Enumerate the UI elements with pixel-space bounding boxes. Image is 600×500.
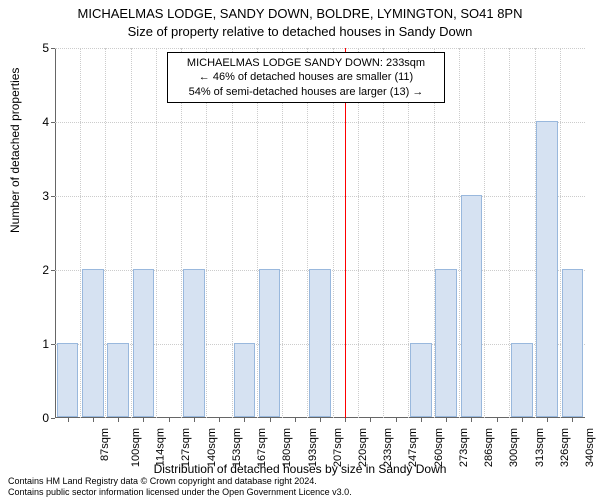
bar [309,269,330,417]
x-tick-mark [118,418,119,422]
y-tick-label: 0 [35,411,49,425]
bar [183,269,204,417]
chart-title: MICHAELMAS LODGE, SANDY DOWN, BOLDRE, LY… [0,6,600,21]
v-gridline [156,48,157,418]
h-gridline [55,196,585,197]
h-gridline [55,122,585,123]
v-gridline [257,48,258,418]
bar [133,269,154,417]
bar [461,195,482,417]
y-tick-mark [51,48,55,49]
y-tick-mark [51,344,55,345]
y-tick-mark [51,122,55,123]
x-tick-mark [421,418,422,422]
bar [536,121,557,417]
y-tick-mark [51,270,55,271]
bar [562,269,583,417]
v-gridline [232,48,233,418]
y-tick-mark [51,418,55,419]
bar [82,269,103,417]
footer-attribution: Contains HM Land Registry data © Crown c… [8,476,352,498]
v-gridline [434,48,435,418]
x-tick-mark [572,418,573,422]
x-tick-mark [471,418,472,422]
y-tick-label: 3 [35,189,49,203]
v-gridline [333,48,334,418]
y-tick-mark [51,196,55,197]
x-tick-mark [194,418,195,422]
x-tick-mark [547,418,548,422]
v-gridline [358,48,359,418]
x-tick-mark [270,418,271,422]
bar [435,269,456,417]
v-gridline [459,48,460,418]
v-gridline [206,48,207,418]
x-tick-label: 87sqm [99,428,111,461]
plot-area: 01234587sqm100sqm114sqm127sqm140sqm153sq… [55,48,585,418]
v-gridline [484,48,485,418]
bar [57,343,78,417]
v-gridline [408,48,409,418]
x-tick-mark [446,418,447,422]
v-gridline [282,48,283,418]
y-tick-label: 1 [35,337,49,351]
x-tick-label: 114sqm [154,428,166,466]
y-axis-line [55,48,56,418]
x-tick-mark [93,418,94,422]
x-tick-mark [396,418,397,422]
x-tick-mark [522,418,523,422]
v-gridline [509,48,510,418]
x-tick-mark [143,418,144,422]
bar [511,343,532,417]
y-tick-label: 4 [35,115,49,129]
y-axis-label: Number of detached properties [8,68,22,233]
x-axis-label: Distribution of detached houses by size … [0,462,600,476]
v-gridline [105,48,106,418]
bar [410,343,431,417]
x-tick-mark [68,418,69,422]
x-tick-mark [370,418,371,422]
bar [107,343,128,417]
v-gridline [307,48,308,418]
x-tick-mark [345,418,346,422]
bar [259,269,280,417]
v-gridline [560,48,561,418]
bar [234,343,255,417]
x-tick-mark [244,418,245,422]
x-tick-mark [169,418,170,422]
annotation-line: MICHAELMAS LODGE SANDY DOWN: 233sqm [174,56,438,70]
footer-line-1: Contains HM Land Registry data © Crown c… [8,476,352,487]
v-gridline [131,48,132,418]
v-gridline [181,48,182,418]
chart-subtitle: Size of property relative to detached ho… [0,24,600,39]
marker-line [345,48,346,418]
annotation-line: 54% of semi-detached houses are larger (… [174,85,438,99]
footer-line-2: Contains public sector information licen… [8,487,352,498]
v-gridline [535,48,536,418]
annotation-line: ← 46% of detached houses are smaller (11… [174,70,438,84]
annotation-box: MICHAELMAS LODGE SANDY DOWN: 233sqm← 46%… [167,52,445,103]
v-gridline [383,48,384,418]
y-tick-label: 5 [35,41,49,55]
h-gridline [55,48,585,49]
y-tick-label: 2 [35,263,49,277]
x-tick-mark [295,418,296,422]
v-gridline [80,48,81,418]
x-tick-mark [219,418,220,422]
x-tick-mark [320,418,321,422]
x-tick-mark [497,418,498,422]
